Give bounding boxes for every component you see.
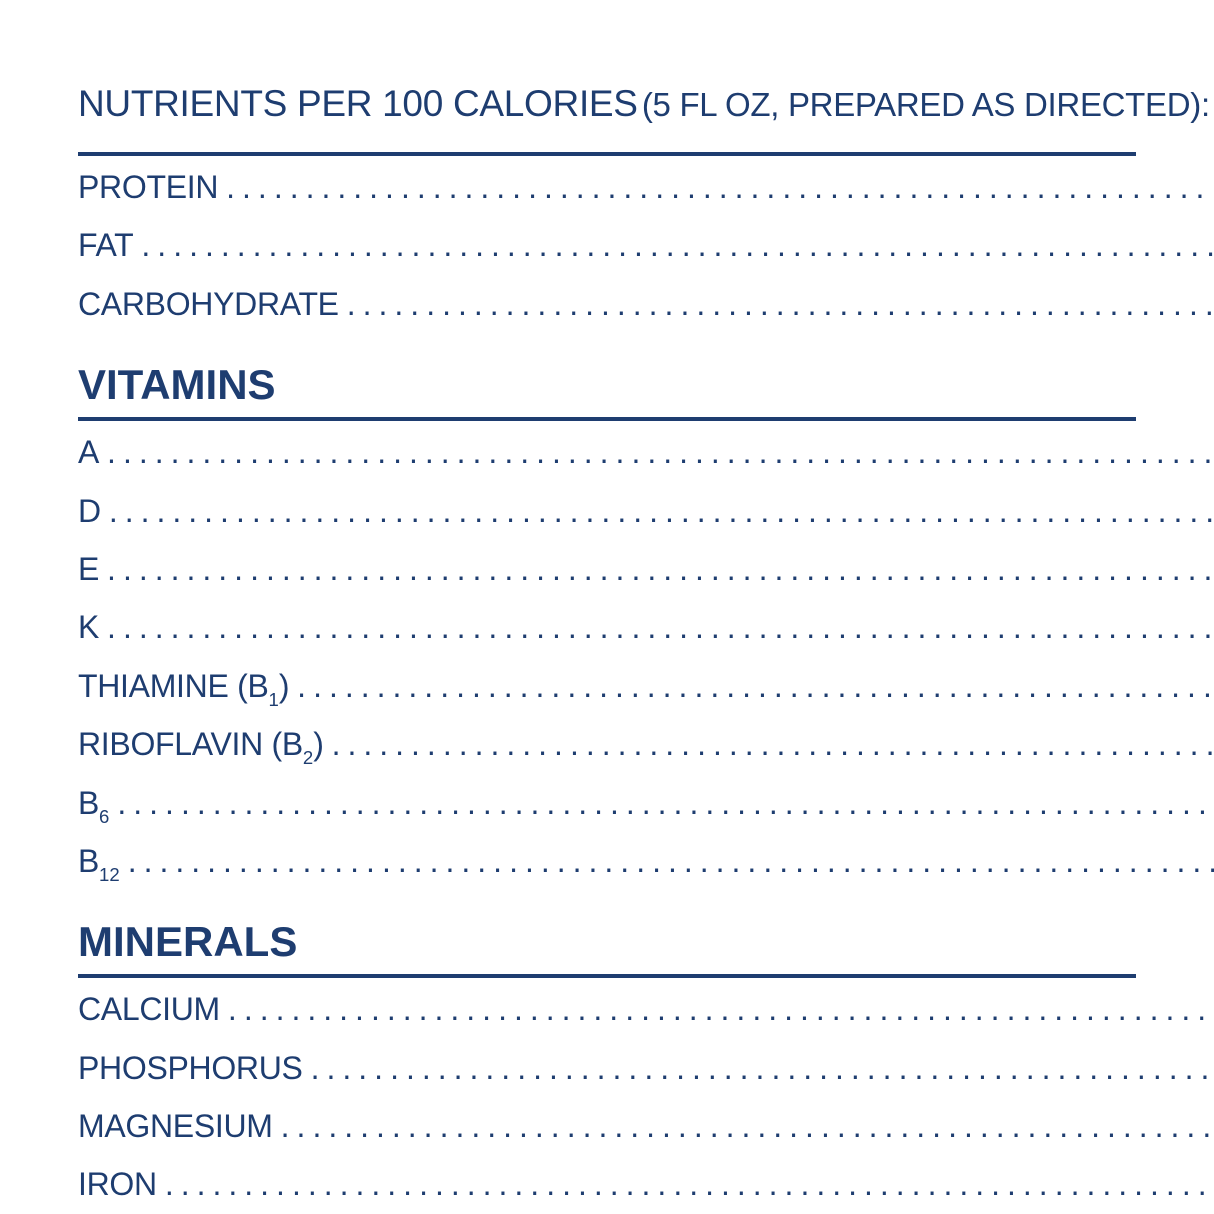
dot-leader (109, 488, 1214, 534)
dot-leader (107, 429, 1214, 475)
nutrient-label-subscript: 12 (99, 864, 120, 886)
column-left: A 300 IU D 60 IU E 2 IU K 8 mcg THIAMINE… (78, 429, 1214, 896)
nutrient-label: D (78, 488, 101, 546)
nutrient-label-text: PROTEIN (78, 169, 219, 205)
column-left: PROTEIN 2.2 g FAT 5.1 g CARBOHYDRATE 11.… (78, 164, 1214, 339)
section-columns: A 300 IU D 60 IU E 2 IU K 8 mcg THIAMINE… (78, 429, 1136, 896)
dot-leader (311, 1045, 1214, 1091)
nutrient-label: PROTEIN (78, 164, 218, 222)
nutrient-label: MAGNESIUM (78, 1103, 273, 1161)
nutrient-label: B12 (78, 838, 120, 896)
nutrient-label: CARBOHYDRATE (78, 281, 339, 339)
nutrient-label: IRON (78, 1161, 157, 1214)
nutrient-row: PROTEIN 2.2 g (78, 164, 1214, 222)
section-columns: CALCIUM 67 mg PHOSPHORUS 38 mg MAGNESIUM… (78, 986, 1136, 1214)
dot-leader (281, 1103, 1214, 1149)
nutrient-label-text: PHOSPHORUS (78, 1049, 303, 1086)
nutrient-row: MAGNESIUM 7 mg (78, 1103, 1214, 1161)
dot-leader (332, 721, 1214, 767)
nutrient-label-text: RIBOFLAVIN (B (78, 726, 303, 763)
header-divider (78, 152, 1136, 156)
nutrient-label: RIBOFLAVIN (B2) (78, 721, 324, 779)
dot-leader (128, 838, 1214, 884)
dot-leader (347, 281, 1214, 327)
dot-leader (107, 546, 1214, 592)
nutrient-label-text: IRON (78, 1166, 157, 1203)
panel-title-main: NUTRIENTS PER 100 CALORIES (78, 83, 638, 124)
nutrient-label-text: FAT (78, 227, 134, 264)
nutrient-label-text: THIAMINE (B (78, 667, 269, 704)
nutrient-row: K 8 mcg (78, 604, 1214, 662)
nutrient-row: PHOSPHORUS 38 mg (78, 1045, 1214, 1103)
nutrient-label-text: B (78, 784, 100, 821)
nutrient-label: E (78, 546, 99, 604)
dot-leader (297, 663, 1214, 709)
nutrient-label-text: K (78, 609, 100, 646)
panel-title-note: (5 FL OZ, PREPARED AS DIRECTED): (641, 86, 1210, 123)
sections-container: PROTEIN 2.2 g FAT 5.1 g CARBOHYDRATE 11.… (78, 164, 1136, 1214)
dot-leader (226, 164, 1214, 210)
nutrient-row: THIAMINE (B1) 100 mcg (78, 663, 1214, 721)
nutrient-row: B6 75 mcg (78, 780, 1214, 838)
nutrient-row: FAT 5.1 g (78, 222, 1214, 280)
nutrient-label: FAT (78, 222, 134, 280)
nutrient-label: PHOSPHORUS (78, 1045, 303, 1103)
nutrient-label: A (78, 429, 99, 487)
section-columns: PROTEIN 2.2 g FAT 5.1 g CARBOHYDRATE 11.… (78, 164, 1136, 339)
nutrient-label-text: CALCIUM (78, 991, 220, 1028)
nutrient-label-subscript: 6 (99, 805, 110, 827)
section-minerals: MINERALS CALCIUM 67 mg PHOSPHORUS 38 mg … (78, 920, 1136, 1214)
nutrient-label-text: A (78, 434, 100, 471)
nutrient-label-text: E (78, 550, 100, 587)
nutrient-label: B6 (78, 780, 109, 838)
section-divider (78, 417, 1136, 422)
nutrient-label-suffix: ) (278, 667, 290, 704)
nutrient-label-subscript: 2 (302, 747, 314, 769)
nutrient-row: D 60 IU (78, 488, 1214, 546)
section-divider (78, 974, 1136, 979)
nutrient-row: CARBOHYDRATE 11.2 g (78, 281, 1214, 339)
nutrient-row: B12 0.33 mcg (78, 838, 1214, 896)
nutrient-label-text: MAGNESIUM (78, 1108, 273, 1145)
nutrient-label: K (78, 604, 99, 662)
nutrient-label-text: B (78, 842, 100, 879)
section-macronutrients: PROTEIN 2.2 g FAT 5.1 g CARBOHYDRATE 11.… (78, 164, 1136, 339)
nutrient-row: A 300 IU (78, 429, 1214, 487)
column-left: CALCIUM 67 mg PHOSPHORUS 38 mg MAGNESIUM… (78, 986, 1214, 1214)
dot-leader (228, 986, 1214, 1032)
dot-leader (141, 222, 1214, 268)
dot-leader (117, 780, 1214, 826)
section-heading: VITAMINS (78, 361, 276, 409)
nutrient-label: CALCIUM (78, 986, 220, 1044)
dot-leader (107, 604, 1214, 650)
nutrient-row: E 2 IU (78, 546, 1214, 604)
nutrient-label-subscript: 1 (268, 688, 279, 710)
section-vitamins: VITAMINS A 300 IU D 60 IU E 2 IU K 8 mcg… (78, 363, 1136, 896)
nutrient-label-suffix: ) (313, 726, 324, 763)
section-heading: MINERALS (78, 918, 298, 966)
nutrient-row: IRON 1.5 mg (78, 1161, 1214, 1214)
panel-title: NUTRIENTS PER 100 CALORIES (5 FL OZ, PRE… (78, 83, 1210, 132)
dot-leader (165, 1161, 1214, 1207)
nutrient-row: CALCIUM 67 mg (78, 986, 1214, 1044)
nutrient-row: RIBOFLAVIN (B2) 140 mcg (78, 721, 1214, 779)
nutrient-label: THIAMINE (B1) (78, 663, 289, 721)
nutrient-label-text: D (78, 492, 101, 529)
nutrient-label-text: CARBOHYDRATE (78, 285, 339, 322)
